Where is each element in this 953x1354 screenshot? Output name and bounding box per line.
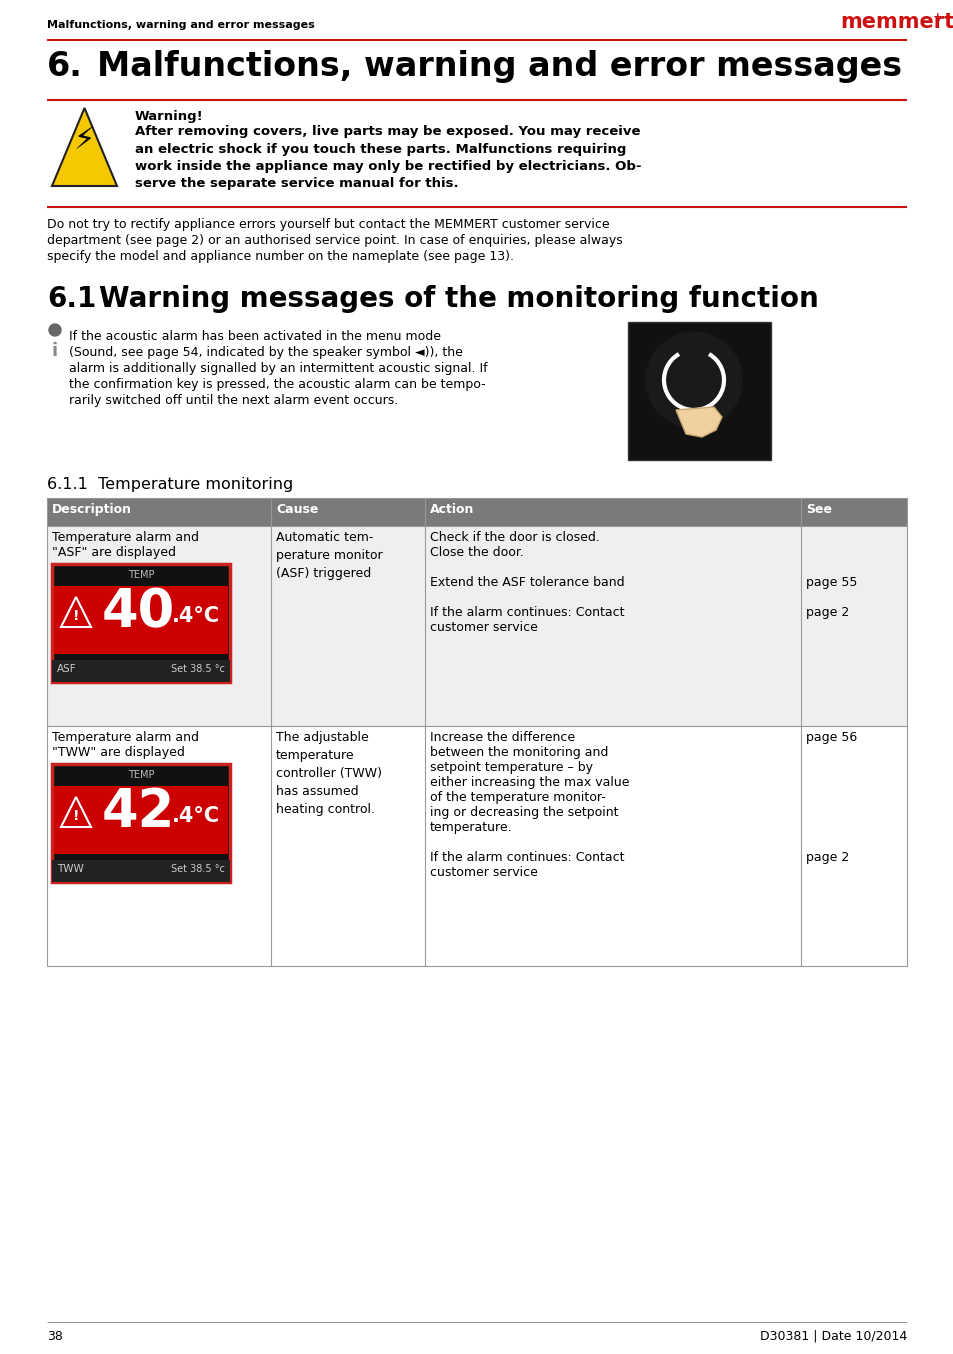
Polygon shape — [676, 408, 721, 437]
Text: See: See — [805, 502, 831, 516]
Text: Extend the ASF tolerance band: Extend the ASF tolerance band — [430, 575, 624, 589]
FancyBboxPatch shape — [52, 860, 230, 881]
Text: Do not try to rectify appliance errors yourself but contact the MEMMERT customer: Do not try to rectify appliance errors y… — [47, 218, 609, 232]
Text: Description: Description — [52, 502, 132, 516]
Text: page 2: page 2 — [805, 607, 848, 619]
Text: 6.1.1  Temperature monitoring: 6.1.1 Temperature monitoring — [47, 477, 293, 492]
Circle shape — [645, 332, 741, 428]
Circle shape — [656, 343, 731, 418]
Text: ing or decreasing the setpoint: ing or decreasing the setpoint — [430, 806, 618, 819]
FancyBboxPatch shape — [52, 565, 230, 682]
Text: Action: Action — [430, 502, 474, 516]
FancyBboxPatch shape — [54, 586, 228, 654]
FancyBboxPatch shape — [54, 787, 228, 854]
Text: D30381 | Date 10/2014: D30381 | Date 10/2014 — [759, 1330, 906, 1343]
Text: !: ! — [72, 808, 79, 823]
Text: specify the model and appliance number on the nameplate (see page 13).: specify the model and appliance number o… — [47, 250, 514, 263]
Text: Malfunctions, warning and error messages: Malfunctions, warning and error messages — [97, 50, 902, 83]
FancyBboxPatch shape — [52, 659, 230, 682]
Text: Temperature alarm and
"TWW" are displayed: Temperature alarm and "TWW" are displaye… — [52, 731, 199, 760]
Text: 40: 40 — [102, 586, 175, 638]
Text: Set 38.5 °c: Set 38.5 °c — [171, 663, 225, 674]
FancyBboxPatch shape — [47, 498, 906, 525]
Text: Automatic tem-
perature monitor
(ASF) triggered: Automatic tem- perature monitor (ASF) tr… — [275, 531, 382, 580]
Text: Malfunctions, warning and error messages: Malfunctions, warning and error messages — [47, 20, 314, 30]
Text: setpoint temperature – by: setpoint temperature – by — [430, 761, 593, 774]
Text: ⚡: ⚡ — [73, 126, 95, 154]
Text: .4°C: .4°C — [172, 607, 220, 626]
Text: of the temperature monitor-: of the temperature monitor- — [430, 791, 605, 804]
Text: Warning messages of the monitoring function: Warning messages of the monitoring funct… — [99, 284, 818, 313]
Text: customer service: customer service — [430, 867, 537, 879]
Text: .4°C: .4°C — [172, 806, 220, 826]
FancyBboxPatch shape — [47, 726, 906, 965]
Text: temperature.: temperature. — [430, 821, 512, 834]
Circle shape — [663, 349, 723, 410]
FancyBboxPatch shape — [627, 322, 770, 460]
Polygon shape — [52, 108, 117, 185]
Text: page 56: page 56 — [805, 731, 857, 743]
Text: TEMP: TEMP — [128, 770, 154, 780]
Text: Warning!: Warning! — [135, 110, 204, 123]
Text: Close the door.: Close the door. — [430, 546, 523, 559]
Text: page 55: page 55 — [805, 575, 857, 589]
Text: 42: 42 — [102, 787, 175, 838]
Circle shape — [676, 362, 711, 398]
FancyBboxPatch shape — [47, 525, 906, 726]
Text: customer service: customer service — [430, 621, 537, 634]
Text: !: ! — [72, 609, 79, 623]
Text: TEMP: TEMP — [128, 570, 154, 580]
Circle shape — [684, 371, 702, 389]
Text: Set 38.5 °c: Set 38.5 °c — [171, 864, 225, 873]
Text: rarily switched off until the next alarm event occurs.: rarily switched off until the next alarm… — [69, 394, 397, 408]
Text: Cause: Cause — [275, 502, 318, 516]
Text: 6.1: 6.1 — [47, 284, 96, 313]
Text: ⁺: ⁺ — [932, 12, 942, 30]
Text: TWW: TWW — [57, 864, 84, 873]
Text: After removing covers, live parts may be exposed. You may receive
an electric sh: After removing covers, live parts may be… — [135, 125, 640, 191]
Text: the confirmation key is pressed, the acoustic alarm can be tempo-: the confirmation key is pressed, the aco… — [69, 378, 485, 391]
Text: 38: 38 — [47, 1330, 63, 1343]
FancyBboxPatch shape — [52, 764, 230, 881]
Text: either increasing the max value: either increasing the max value — [430, 776, 629, 789]
Text: i: i — [51, 343, 58, 360]
Text: between the monitoring and: between the monitoring and — [430, 746, 608, 760]
Text: If the acoustic alarm has been activated in the menu mode: If the acoustic alarm has been activated… — [69, 330, 440, 343]
Text: If the alarm continues: Contact: If the alarm continues: Contact — [430, 607, 624, 619]
Text: Check if the door is closed.: Check if the door is closed. — [430, 531, 599, 544]
Text: The adjustable
temperature
controller (TWW)
has assumed
heating control.: The adjustable temperature controller (T… — [275, 731, 381, 816]
Text: memmert: memmert — [840, 12, 953, 32]
Text: alarm is additionally signalled by an intermittent acoustic signal. If: alarm is additionally signalled by an in… — [69, 362, 487, 375]
Text: Temperature alarm and
"ASF" are displayed: Temperature alarm and "ASF" are displaye… — [52, 531, 199, 559]
Text: Increase the difference: Increase the difference — [430, 731, 575, 743]
Text: If the alarm continues: Contact: If the alarm continues: Contact — [430, 852, 624, 864]
Text: (Sound, see page 54, indicated by the speaker symbol ◄)), the: (Sound, see page 54, indicated by the sp… — [69, 347, 462, 359]
Text: ASF: ASF — [57, 663, 76, 674]
Text: department (see page 2) or an authorised service point. In case of enquiries, pl: department (see page 2) or an authorised… — [47, 234, 622, 246]
Text: 6.: 6. — [47, 50, 83, 83]
Text: page 2: page 2 — [805, 852, 848, 864]
Circle shape — [49, 324, 61, 336]
